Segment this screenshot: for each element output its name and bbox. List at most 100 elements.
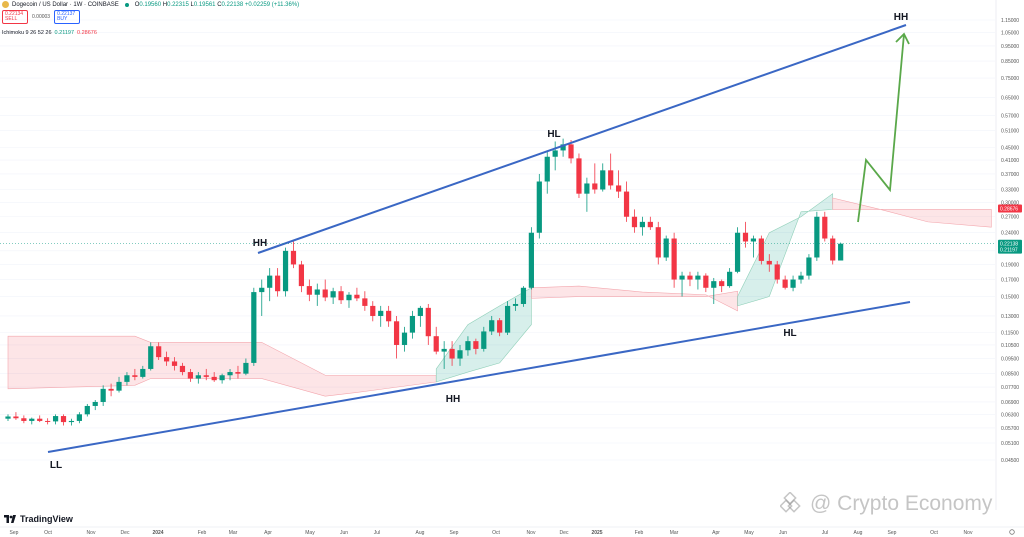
candle-body xyxy=(322,289,328,298)
price-tick-label: 0.06900 xyxy=(1001,400,1019,406)
ohlc-values: O0.19560 H0.22315 L0.19561 C0.22138 +0.0… xyxy=(134,1,300,8)
candle-body xyxy=(449,348,455,359)
price-axis: 1.15000 1.05000 0.95000 0.85000 0.75000 0.650… xyxy=(995,0,1024,537)
candlestick-series xyxy=(5,138,844,426)
candle-body xyxy=(497,320,503,333)
tradingview-label: TradingView xyxy=(20,514,73,524)
candle-body xyxy=(227,372,233,376)
watermark: @ Crypto Economy xyxy=(780,492,992,516)
candle-body xyxy=(108,388,114,391)
time-tick-label: Feb xyxy=(198,530,207,536)
candle-body xyxy=(520,287,527,304)
time-tick-label: Dec xyxy=(560,530,569,536)
candle-body xyxy=(639,221,645,228)
candle-body xyxy=(671,238,677,280)
candle-body xyxy=(766,260,772,265)
price-tick-label: 0.13000 xyxy=(1001,314,1019,320)
candle-body xyxy=(171,361,178,366)
candle-body xyxy=(457,350,463,359)
candle-body xyxy=(568,144,574,159)
projection-path xyxy=(857,33,905,223)
buy-button[interactable]: 0.22137 BUY xyxy=(54,10,81,24)
time-tick-label: Sep xyxy=(450,530,459,536)
candle-body xyxy=(703,275,709,288)
candle-body xyxy=(187,372,193,379)
price-badge-label: 0.21197 xyxy=(1000,248,1018,254)
candle-body xyxy=(584,183,590,194)
candle-body xyxy=(623,191,630,217)
indicator-value-1: 0.21197 xyxy=(54,30,75,36)
price-tick-label: 0.11500 xyxy=(1001,331,1019,337)
time-tick-label: Sep xyxy=(10,530,19,536)
price-change: +0.02259 (+11.36%) xyxy=(244,1,300,8)
candle-body xyxy=(655,227,661,258)
spread-value: 0.00003 xyxy=(32,14,51,20)
price-tick-label: 1.05000 xyxy=(1001,30,1019,36)
time-tick-label: Jun xyxy=(779,530,787,536)
time-tick-label: Oct xyxy=(44,530,52,536)
candle-body xyxy=(830,238,836,261)
price-tick-label: 0.24000 xyxy=(1001,231,1019,237)
candle-body xyxy=(330,291,336,298)
time-tick-label: Aug xyxy=(854,530,863,536)
candle-body xyxy=(600,170,606,190)
dogecoin-icon xyxy=(2,1,9,8)
candle-body xyxy=(370,305,376,316)
price-tick-label: 0.07700 xyxy=(1001,385,1019,391)
candle-body xyxy=(13,416,19,419)
time-tick-label: Mar xyxy=(670,530,679,536)
candle-body xyxy=(695,275,701,280)
time-tick-label: Jun xyxy=(340,530,348,536)
candle-body xyxy=(211,376,217,381)
candle-body xyxy=(758,238,764,261)
time-tick-label: Oct xyxy=(930,530,938,536)
candle-body xyxy=(560,144,566,151)
candle-body xyxy=(616,185,622,192)
candle-body xyxy=(401,332,408,345)
settings-icon[interactable] xyxy=(1009,529,1015,535)
symbol-title[interactable]: Dogecoin / US Dollar · 1W · COINBASE xyxy=(12,1,119,8)
tradingview-logo[interactable]: TradingView xyxy=(4,514,73,524)
candle-body xyxy=(259,287,265,293)
price-tick-label: 0.09500 xyxy=(1001,357,1019,363)
candle-body xyxy=(362,298,368,306)
indicator-value-2: 0.28676 xyxy=(77,30,97,36)
candle-body xyxy=(512,303,519,306)
candle-body xyxy=(663,238,669,258)
time-tick-label: Nov xyxy=(964,530,973,536)
sell-button[interactable]: 0.22134 SELL xyxy=(2,10,28,24)
candle-body xyxy=(148,346,154,369)
candle-body xyxy=(378,310,384,316)
candle-body xyxy=(711,281,717,288)
candle-body xyxy=(195,375,201,379)
candle-body xyxy=(544,156,550,182)
price-badge-background xyxy=(998,245,1022,254)
time-tick-label: Apr xyxy=(712,530,720,536)
time-tick-label: Jul xyxy=(822,530,828,536)
price-tick-label: 0.57000 xyxy=(1001,113,1019,119)
candle-body xyxy=(124,375,130,382)
time-tick-label: Feb xyxy=(635,530,644,536)
candle-body xyxy=(727,271,733,287)
price-badge: 0.21197 xyxy=(998,245,1022,254)
crypto-economy-logo-icon xyxy=(780,492,801,513)
candle-body xyxy=(338,291,344,301)
candle-body xyxy=(465,341,471,351)
price-tick-label: 0.51000 xyxy=(1001,128,1019,134)
indicator-legend[interactable]: Ichimoku 9 26 52 26 0.21197 0.28676 xyxy=(2,30,97,36)
price-axis-background xyxy=(996,0,1024,537)
price-tick-label: 0.05700 xyxy=(1001,426,1019,432)
time-axis: Sep Oct Nov Dec 2024 Feb Mar Apr May Jun Jul Aug Sep… xyxy=(0,526,1024,536)
candle-body xyxy=(219,375,225,381)
candle-body xyxy=(314,289,320,295)
time-tick-label: Jul xyxy=(374,530,380,536)
time-tick-label: Nov xyxy=(527,530,536,536)
pattern-label-hh: HH xyxy=(446,394,460,405)
price-tick-label: 0.45000 xyxy=(1001,145,1019,151)
price-tick-label: 0.15000 xyxy=(1001,295,1019,301)
price-tick-label: 0.17000 xyxy=(1001,278,1019,284)
candle-body xyxy=(719,281,725,287)
tradingview-icon xyxy=(4,515,16,523)
candle-body xyxy=(267,275,273,288)
